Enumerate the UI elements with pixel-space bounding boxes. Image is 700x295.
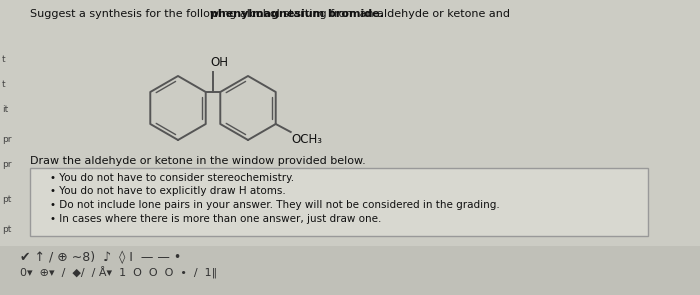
Text: 0▾  ⊕▾  /  ◆/  / Å▾  1  O  O  O  •  /  1‖: 0▾ ⊕▾ / ◆/ / Å▾ 1 O O O • / 1‖ [20,266,217,278]
Text: • Do not include lone pairs in your answer. They will not be considered in the g: • Do not include lone pairs in your answ… [50,200,500,210]
Text: • You do not have to explicitly draw H atoms.: • You do not have to explicitly draw H a… [50,186,286,196]
Text: phenylmagnesium bromide.: phenylmagnesium bromide. [209,9,384,19]
Text: pr: pr [2,160,11,169]
Text: OH: OH [210,56,228,69]
Text: pt: pt [2,195,11,204]
Text: t: t [2,55,6,64]
Text: t: t [2,80,6,89]
Bar [30,168,648,236]
Text: it: it [2,105,8,114]
Bar [0,246,700,295]
Text: Suggest a synthesis for the following alcohol starting from an aldehyde or keton: Suggest a synthesis for the following al… [30,9,514,19]
Text: ✔ ↑ / ⊕ ∼8)  ♪  ◊ Ⅰ  — — •: ✔ ↑ / ⊕ ∼8) ♪ ◊ Ⅰ — — • [20,250,181,263]
Text: pt: pt [2,225,11,234]
Text: Draw the aldehyde or ketone in the window provided below.: Draw the aldehyde or ketone in the windo… [30,156,365,166]
Text: OCH₃: OCH₃ [292,133,323,146]
Text: • You do not have to consider stereochemistry.: • You do not have to consider stereochem… [50,173,294,183]
Text: pr: pr [2,135,11,144]
Text: • In cases where there is more than one answer, just draw one.: • In cases where there is more than one … [50,214,382,224]
